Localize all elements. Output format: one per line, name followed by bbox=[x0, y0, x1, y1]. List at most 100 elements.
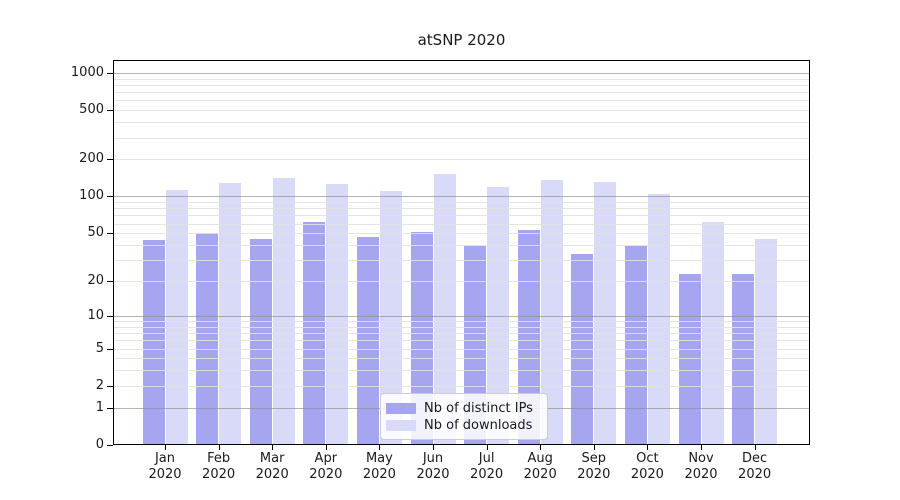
x-tick-label-year: 2020 bbox=[309, 467, 343, 482]
x-tick-label-dec: Dec 2020 bbox=[723, 451, 787, 483]
x-tick-label-month: Dec bbox=[742, 451, 768, 466]
x-tick-label-year: 2020 bbox=[148, 467, 182, 482]
x-tick-label-oct: Oct 2020 bbox=[615, 451, 679, 483]
legend: Nb of distinct IPs Nb of downloads bbox=[380, 393, 548, 440]
x-tick-sep bbox=[593, 445, 595, 450]
y-tick-1 bbox=[107, 407, 113, 409]
gridline-20 bbox=[113, 281, 810, 283]
bar-distinct-ips-jun bbox=[410, 232, 433, 445]
x-tick-aug bbox=[540, 445, 542, 450]
gridline-7 bbox=[113, 333, 810, 335]
legend-label-downloads: Nb of downloads bbox=[424, 417, 533, 433]
y-tick-2 bbox=[107, 385, 113, 387]
y-tick-label-1: 1 bbox=[95, 399, 104, 415]
y-tick-1000 bbox=[107, 72, 113, 74]
x-tick-label-year: 2020 bbox=[202, 467, 236, 482]
gridline-4 bbox=[113, 358, 810, 360]
x-tick-label-may: May 2020 bbox=[347, 451, 411, 483]
y-tick-label-1000: 1000 bbox=[70, 64, 104, 80]
bar-downloads-oct bbox=[647, 194, 670, 445]
x-tick-label-year: 2020 bbox=[684, 467, 718, 482]
bar-downloads-may bbox=[379, 191, 402, 445]
y-tick-20 bbox=[107, 281, 113, 283]
y-tick-200 bbox=[107, 159, 113, 161]
x-tick-label-month: May bbox=[365, 451, 393, 466]
x-tick-label-jun: Jun 2020 bbox=[401, 451, 465, 483]
y-tick-label-20: 20 bbox=[87, 273, 104, 289]
gridline-60 bbox=[113, 223, 810, 225]
bar-downloads-feb bbox=[219, 183, 242, 445]
x-tick-label-year: 2020 bbox=[577, 467, 611, 482]
y-tick-10 bbox=[107, 315, 113, 317]
gridline-70 bbox=[113, 215, 810, 217]
bar-downloads-jan bbox=[165, 190, 188, 445]
x-tick-label-nov: Nov 2020 bbox=[669, 451, 733, 483]
y-tick-500 bbox=[107, 110, 113, 112]
gridline-700 bbox=[113, 92, 810, 94]
gridline-200 bbox=[113, 159, 810, 161]
gridline-800 bbox=[113, 84, 810, 86]
y-tick-label-10: 10 bbox=[87, 307, 104, 323]
plot-frame bbox=[113, 60, 810, 445]
x-tick-label-month: Jan bbox=[154, 451, 176, 466]
gridline-2 bbox=[113, 385, 810, 387]
y-tick-label-200: 200 bbox=[79, 151, 104, 167]
x-tick-nov bbox=[701, 445, 702, 450]
gridline-8 bbox=[113, 326, 810, 328]
x-tick-label-year: 2020 bbox=[630, 467, 664, 482]
bar-downloads-mar bbox=[272, 178, 295, 445]
x-tick-label-jan: Jan 2020 bbox=[133, 451, 197, 483]
x-tick-label-month: Jul bbox=[478, 451, 495, 466]
bar-downloads-jun bbox=[433, 174, 456, 445]
bar-downloads-sep bbox=[594, 182, 617, 445]
y-tick-label-2: 2 bbox=[95, 377, 104, 393]
y-tick-label-500: 500 bbox=[79, 102, 104, 118]
y-tick-50 bbox=[107, 233, 113, 235]
bar-distinct-ips-feb bbox=[196, 233, 219, 445]
x-tick-oct bbox=[647, 445, 649, 450]
gridline-100 bbox=[113, 196, 810, 198]
bar-downloads-aug bbox=[540, 180, 563, 445]
y-tick-label-50: 50 bbox=[87, 225, 104, 241]
x-tick-label-month: Mar bbox=[259, 451, 285, 466]
gridline-1000 bbox=[113, 72, 810, 74]
bar-distinct-ips-mar bbox=[249, 238, 272, 445]
gridline-90 bbox=[113, 202, 810, 204]
x-tick-jan bbox=[165, 445, 166, 450]
gridline-80 bbox=[113, 208, 810, 210]
bar-distinct-ips-aug bbox=[517, 230, 540, 445]
x-tick-label-year: 2020 bbox=[362, 467, 396, 482]
gridline-400 bbox=[113, 122, 810, 124]
gridline-9 bbox=[113, 321, 810, 322]
y-tick-label-0: 0 bbox=[95, 437, 104, 452]
gridline-3 bbox=[113, 370, 810, 372]
x-tick-label-year: 2020 bbox=[470, 467, 504, 482]
gridline-10 bbox=[113, 315, 810, 317]
x-tick-apr bbox=[325, 445, 327, 450]
gridline-600 bbox=[113, 100, 810, 102]
x-tick-label-month: Nov bbox=[688, 451, 714, 466]
legend-swatch-distinct-ips bbox=[386, 402, 416, 414]
y-tick-label-5: 5 bbox=[95, 340, 104, 356]
x-tick-jul bbox=[486, 445, 488, 450]
x-tick-label-year: 2020 bbox=[523, 467, 557, 482]
gridline-900 bbox=[113, 78, 810, 80]
y-tick-label-100: 100 bbox=[79, 188, 104, 204]
x-tick-label-jul: Jul 2020 bbox=[455, 451, 519, 483]
bar-downloads-apr bbox=[326, 183, 349, 445]
x-tick-feb bbox=[218, 445, 220, 450]
gridline-30 bbox=[113, 260, 810, 262]
x-tick-label-year: 2020 bbox=[738, 467, 772, 482]
x-tick-label-sep: Sep 2020 bbox=[562, 451, 626, 483]
x-tick-label-month: Feb bbox=[207, 451, 231, 466]
bar-distinct-ips-oct bbox=[624, 246, 647, 445]
x-tick-dec bbox=[754, 445, 756, 450]
legend-swatch-downloads bbox=[386, 419, 416, 431]
x-tick-label-aug: Aug 2020 bbox=[508, 451, 572, 483]
y-tick-100 bbox=[107, 196, 113, 198]
gridline-40 bbox=[113, 245, 810, 246]
x-tick-label-year: 2020 bbox=[416, 467, 450, 482]
gridline-5 bbox=[113, 348, 810, 350]
bar-downloads-dec bbox=[755, 238, 778, 445]
